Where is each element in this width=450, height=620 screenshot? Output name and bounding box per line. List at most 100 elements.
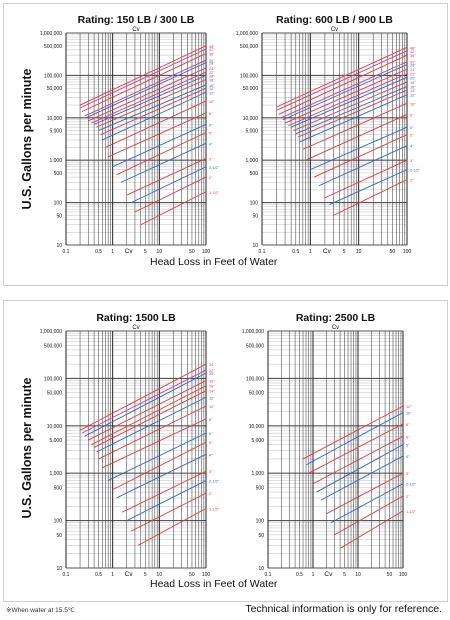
chart4-series-line [316, 444, 404, 493]
chart2-series-label: 14" [410, 89, 416, 93]
chart3-series-label: 8" [209, 418, 213, 422]
chart3-series-label: 16" [209, 385, 215, 389]
chart3-series-line [84, 372, 207, 437]
chart3-series-label: 2" [209, 492, 213, 496]
chart1-y-tick-label: 100 [54, 201, 63, 207]
chart1-series-label: 10" [209, 100, 215, 104]
chart2-y-tick-label: 100,000 [240, 73, 258, 79]
chart3-series-label: 24" [209, 363, 215, 367]
chart1-series-label: 1-1/2" [209, 191, 220, 195]
chart1-series-line [140, 191, 207, 226]
chart1-series-label: 20" [209, 74, 215, 78]
chart2-series-label: 36" [410, 54, 416, 58]
chart3-series-line [121, 470, 207, 513]
chart3-title: Rating: 1500 LB [96, 312, 176, 324]
chart3-x-tick-label: 0.1 [63, 572, 70, 578]
chart3-x-tick-label: 5 [144, 572, 147, 578]
chart2-series-label: 10" [410, 102, 416, 106]
chart2-series-label: 42" [410, 50, 416, 54]
chart2-series-line [310, 126, 408, 171]
chart2-y-tick-label: 50 [252, 213, 258, 219]
chart4-y-tick-label: 500,000 [246, 343, 264, 349]
chart2-title: Rating: 600 LB / 900 LB [276, 14, 393, 26]
chart1-series-line [93, 74, 207, 125]
chart3-y-tick-label: 50 [56, 533, 62, 539]
chart1-series-line [134, 176, 207, 213]
chart2-y-tick-label: 1,000,000 [236, 31, 258, 37]
chart4-y-tick-label: 5,000 [251, 438, 264, 444]
chart4-y-tick-label: 10 [258, 566, 264, 572]
chart1-series-line [126, 158, 207, 196]
chart1-series-label: 2-1/2" [209, 166, 220, 170]
chart3-series-label: 12" [209, 396, 215, 400]
chart2-x-tick-label: 10 [356, 249, 362, 255]
chart2-series-line [276, 50, 408, 111]
chart3-series-line [107, 432, 207, 481]
chart3-series-label: 22" [209, 369, 215, 373]
chart1-cv-top-label: Cv [132, 27, 139, 33]
chart1-series-label: 14" [209, 87, 215, 91]
chart2-series-line [295, 85, 408, 135]
footer-disclaimer: Technical information is only for refere… [245, 603, 442, 615]
chart4-y-tick-label: 1,000 [251, 471, 264, 477]
chart3-x-tick-label: Cv [125, 571, 134, 578]
chart1-series-line [84, 59, 207, 117]
chart2-series-line [288, 73, 408, 127]
chart1-y-tick-label: 500,000 [44, 44, 62, 50]
chart2-y-tick-label: 500 [250, 171, 259, 177]
chart2-x-tick-label: 0.5 [292, 249, 299, 255]
chart3-y-tick-label: 5,000 [49, 438, 62, 444]
chart4-x-tick-label: 0.1 [265, 572, 272, 578]
top-x-axis-label: Head Loss in Feet of Water [150, 256, 278, 268]
chart1-series-line [120, 142, 207, 183]
chart1-y-tick-label: 50,000 [47, 86, 63, 92]
chart3-series-label: 4" [209, 453, 213, 457]
chart2-series-line [297, 89, 408, 138]
chart2-series-line [282, 64, 408, 121]
chart3-series-line [98, 405, 207, 460]
chart3-x-tick-label: 0.5 [95, 572, 102, 578]
chart4-series-label: 5" [406, 444, 410, 448]
chart4-y-tick-label: 100 [256, 519, 265, 525]
chart4-series-line [320, 455, 404, 501]
chart1-series-line [81, 53, 207, 113]
chart4-x-tick-label: 0.5 [296, 572, 303, 578]
chart2-x-tick-label: 1 [309, 249, 312, 255]
chart4-series-line [326, 472, 404, 515]
chart3-cv-top-label: Cv [132, 325, 139, 331]
chart3-series-line [93, 390, 207, 448]
chart4-series-line [334, 495, 404, 536]
chart4-series-label: 2" [406, 495, 410, 499]
chart1-y-tick-label: 50 [56, 213, 62, 219]
chart2-y-tick-label: 500,000 [240, 44, 258, 50]
chart4-series-line [302, 405, 404, 460]
chart3-series-label: 6" [209, 432, 213, 436]
chart1-y-tick-label: 1,000,000 [40, 31, 62, 37]
chart3-x-tick-label: 100 [202, 572, 211, 578]
chart1-series-label: 5" [209, 132, 213, 136]
chart3-y-tick-label: 100,000 [44, 376, 62, 382]
chart2-y-tick-label: 1,000 [245, 158, 258, 164]
chart2-series-label: 3" [410, 159, 414, 163]
chart4-y-tick-label: 100,000 [246, 376, 264, 382]
chart3-series-label: 3" [209, 470, 213, 474]
chart1-series-line [79, 48, 207, 109]
chart3-series-label: 1-1/2" [209, 508, 220, 512]
chart4-x-tick-label: 100 [399, 572, 408, 578]
chart2-series-line [302, 102, 408, 150]
chart1-series-line [96, 79, 207, 128]
chart1-x-tick-label: 5 [144, 249, 147, 255]
chart2-series-label: 16" [410, 85, 416, 89]
chart3-series-line [91, 385, 207, 446]
chart1-y-tick-label: 1,000 [49, 158, 62, 164]
chart2-series-line [284, 68, 408, 124]
chart2-series-line [278, 54, 408, 115]
chart2-series-label: 48" [410, 46, 416, 50]
chart2-series-line [313, 134, 408, 178]
chart1-x-tick-label: Cv [125, 248, 134, 255]
chart3-y-tick-label: 100 [54, 519, 63, 525]
chart2-series-label: 2" [410, 179, 414, 183]
chart2-y-tick-label: 5,000 [245, 129, 258, 135]
chart2-x-tick-label: 100 [403, 249, 412, 255]
